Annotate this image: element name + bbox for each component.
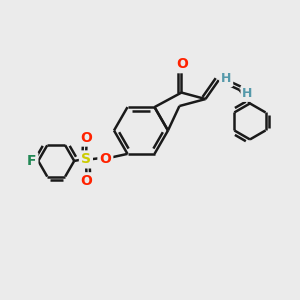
Text: O: O <box>176 57 188 71</box>
Text: H: H <box>221 72 231 85</box>
Text: F: F <box>27 154 36 168</box>
Text: O: O <box>81 174 92 188</box>
Text: H: H <box>242 87 253 100</box>
Text: O: O <box>99 152 111 166</box>
Text: S: S <box>81 152 91 167</box>
Text: O: O <box>81 130 92 145</box>
